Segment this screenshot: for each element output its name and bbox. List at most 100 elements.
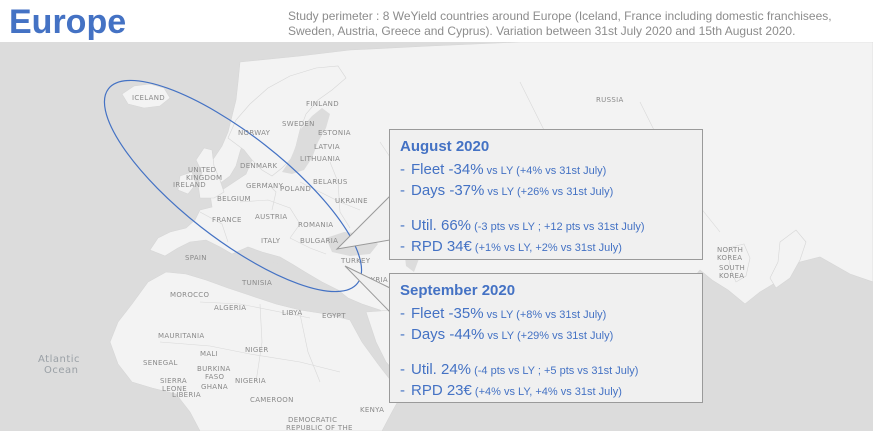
august-rpd-note: (+1% vs LY, +2% vs 31st July) bbox=[471, 242, 622, 254]
september-rpd-note: (+4% vs LY, +4% vs 31st July) bbox=[471, 386, 622, 398]
label-latvia: LATVIA bbox=[314, 143, 341, 151]
september-2020-box: September 2020 - Fleet -35% vs LY (+8% vs… bbox=[389, 273, 703, 403]
august-fleet: - Fleet -34% vs LY (+4% vs 31st July) bbox=[400, 161, 606, 179]
label-south-korea-line1: SOUTH bbox=[719, 264, 746, 272]
label-drc-line2: REPUBLIC OF THE bbox=[286, 424, 353, 432]
label-syria: SYRIA bbox=[366, 276, 388, 284]
bullet-dash: - bbox=[400, 326, 405, 343]
label-burkina-line2: FASO bbox=[205, 373, 225, 381]
august-fleet-value: Fleet -34% bbox=[411, 161, 484, 178]
baltic-sea bbox=[282, 108, 330, 174]
label-denmark: DENMARK bbox=[240, 162, 278, 170]
page-title: Europe bbox=[9, 3, 127, 41]
label-uk-line1: UNITED bbox=[188, 166, 217, 174]
september-util-value: Util. 24% bbox=[411, 361, 472, 378]
label-spain: SPAIN bbox=[185, 254, 207, 262]
bullet-dash: - bbox=[400, 161, 405, 178]
september-title: September 2020 bbox=[400, 282, 516, 299]
label-north-korea-line2: KOREA bbox=[717, 254, 743, 262]
august-util-value: Util. 66% bbox=[411, 217, 472, 234]
august-days: - Days -37% vs LY (+26% vs 31st July) bbox=[400, 182, 613, 200]
label-senegal: SENEGAL bbox=[143, 359, 178, 367]
september-fleet: - Fleet -35% vs LY (+8% vs 31st July) bbox=[400, 305, 606, 323]
header: Europe Study perimeter : 8 WeYield count… bbox=[0, 0, 873, 42]
label-france: FRANCE bbox=[212, 216, 242, 224]
september-util-note: (-4 pts vs LY ; +5 pts vs 31st July) bbox=[471, 365, 639, 377]
study-line-2: Sweden, Austria, Greece and Cyprus). Var… bbox=[288, 24, 796, 38]
ireland-land bbox=[177, 171, 197, 195]
label-mauritania: MAURITANIA bbox=[158, 332, 205, 340]
bullet-dash: - bbox=[400, 217, 405, 234]
label-south-korea-line2: KOREA bbox=[719, 272, 745, 280]
label-germany: GERMANY bbox=[246, 182, 284, 190]
label-norway: NORWAY bbox=[238, 129, 271, 137]
red-sea bbox=[352, 318, 392, 372]
september-util: - Util. 24% (-4 pts vs LY ; +5 pts vs 31s… bbox=[400, 361, 638, 379]
label-drc-line1: DEMOCRATIC bbox=[288, 416, 338, 424]
label-lithuania: LITHUANIA bbox=[300, 155, 341, 163]
label-tunisia: TUNISIA bbox=[242, 279, 273, 287]
label-italy: ITALY bbox=[261, 237, 281, 245]
label-romania: ROMANIA bbox=[298, 221, 334, 229]
label-uk-line2: KINGDOM bbox=[186, 174, 223, 182]
label-niger: NIGER bbox=[245, 346, 269, 354]
label-atlantic-line2: Ocean bbox=[44, 365, 79, 376]
label-sweden: SWEDEN bbox=[282, 120, 315, 128]
label-libya: LIBYA bbox=[282, 309, 303, 317]
september-fleet-note: (+8% vs 31st July) bbox=[513, 309, 607, 321]
august-rpd: - RPD 34€ (+1% vs LY, +2% vs 31st July) bbox=[400, 238, 622, 256]
september-days-vs: vs LY bbox=[484, 330, 514, 342]
study-line-1: Study perimeter : 8 WeYield countries ar… bbox=[288, 9, 832, 23]
label-finland: FINLAND bbox=[306, 100, 339, 108]
label-bulgaria: BULGARIA bbox=[300, 237, 339, 245]
label-kenya: KENYA bbox=[360, 406, 385, 414]
august-callout-pointer bbox=[335, 194, 391, 250]
study-perimeter-note: Study perimeter : 8 WeYield countries ar… bbox=[288, 9, 868, 39]
label-belgium: BELGIUM bbox=[217, 195, 251, 203]
iceland-land bbox=[121, 83, 171, 109]
august-util-note: (-3 pts vs LY ; +12 pts vs 31st July) bbox=[471, 221, 645, 233]
label-ukraine: UKRAINE bbox=[335, 197, 368, 205]
label-liberia: LIBERIA bbox=[172, 391, 202, 399]
label-burkina-line1: BURKINA bbox=[197, 365, 231, 373]
bullet-dash: - bbox=[400, 305, 405, 322]
bullet-dash: - bbox=[400, 182, 405, 199]
label-egypt: EGYPT bbox=[322, 312, 346, 320]
label-morocco: MOROCCO bbox=[170, 291, 210, 299]
label-atlantic-line1: Atlantic bbox=[38, 354, 81, 365]
label-austria: AUSTRIA bbox=[255, 213, 288, 221]
september-fleet-vs: vs LY bbox=[483, 309, 514, 321]
august-rpd-value: RPD 34€ bbox=[411, 238, 472, 255]
label-ghana: GHANA bbox=[201, 383, 229, 391]
august-days-note: (+26% vs 31st July) bbox=[513, 186, 614, 198]
label-belarus: BELARUS bbox=[313, 178, 348, 186]
label-sierra-leone-line2: LEONE bbox=[162, 385, 187, 393]
scandinavia-land bbox=[227, 65, 347, 177]
bullet-dash: - bbox=[400, 382, 405, 399]
label-sierra-leone-line1: SIERRA bbox=[160, 377, 187, 385]
mediterranean-sea bbox=[176, 248, 360, 312]
september-days: - Days -44% vs LY (+29% vs 31st July) bbox=[400, 326, 613, 344]
september-rpd-value: RPD 23€ bbox=[411, 382, 472, 399]
japan-land bbox=[769, 229, 807, 289]
august-title: August 2020 bbox=[400, 138, 490, 155]
label-turkey: TURKEY bbox=[341, 257, 371, 265]
label-cameroon: CAMEROON bbox=[250, 396, 294, 404]
label-estonia: ESTONIA bbox=[318, 129, 351, 137]
label-poland: POLAND bbox=[280, 185, 312, 193]
september-days-value: Days -44% bbox=[411, 326, 485, 343]
september-days-note: (+29% vs 31st July) bbox=[513, 330, 614, 342]
label-algeria: ALGERIA bbox=[214, 304, 247, 312]
label-iceland: ICELAND bbox=[132, 94, 165, 102]
korea-land bbox=[727, 243, 751, 283]
label-ireland: IRELAND bbox=[173, 181, 206, 189]
bullet-dash: - bbox=[400, 361, 405, 378]
label-mali: MALI bbox=[200, 350, 218, 358]
label-nigeria: NIGERIA bbox=[235, 377, 266, 385]
august-days-vs: vs LY bbox=[484, 186, 514, 198]
september-fleet-value: Fleet -35% bbox=[411, 305, 484, 322]
august-fleet-note: (+4% vs 31st July) bbox=[513, 165, 607, 177]
august-util: - Util. 66% (-3 pts vs LY ; +12 pts vs 31… bbox=[400, 217, 645, 235]
september-rpd: - RPD 23€ (+4% vs LY, +4% vs 31st July) bbox=[400, 382, 622, 400]
august-days-value: Days -37% bbox=[411, 182, 485, 199]
